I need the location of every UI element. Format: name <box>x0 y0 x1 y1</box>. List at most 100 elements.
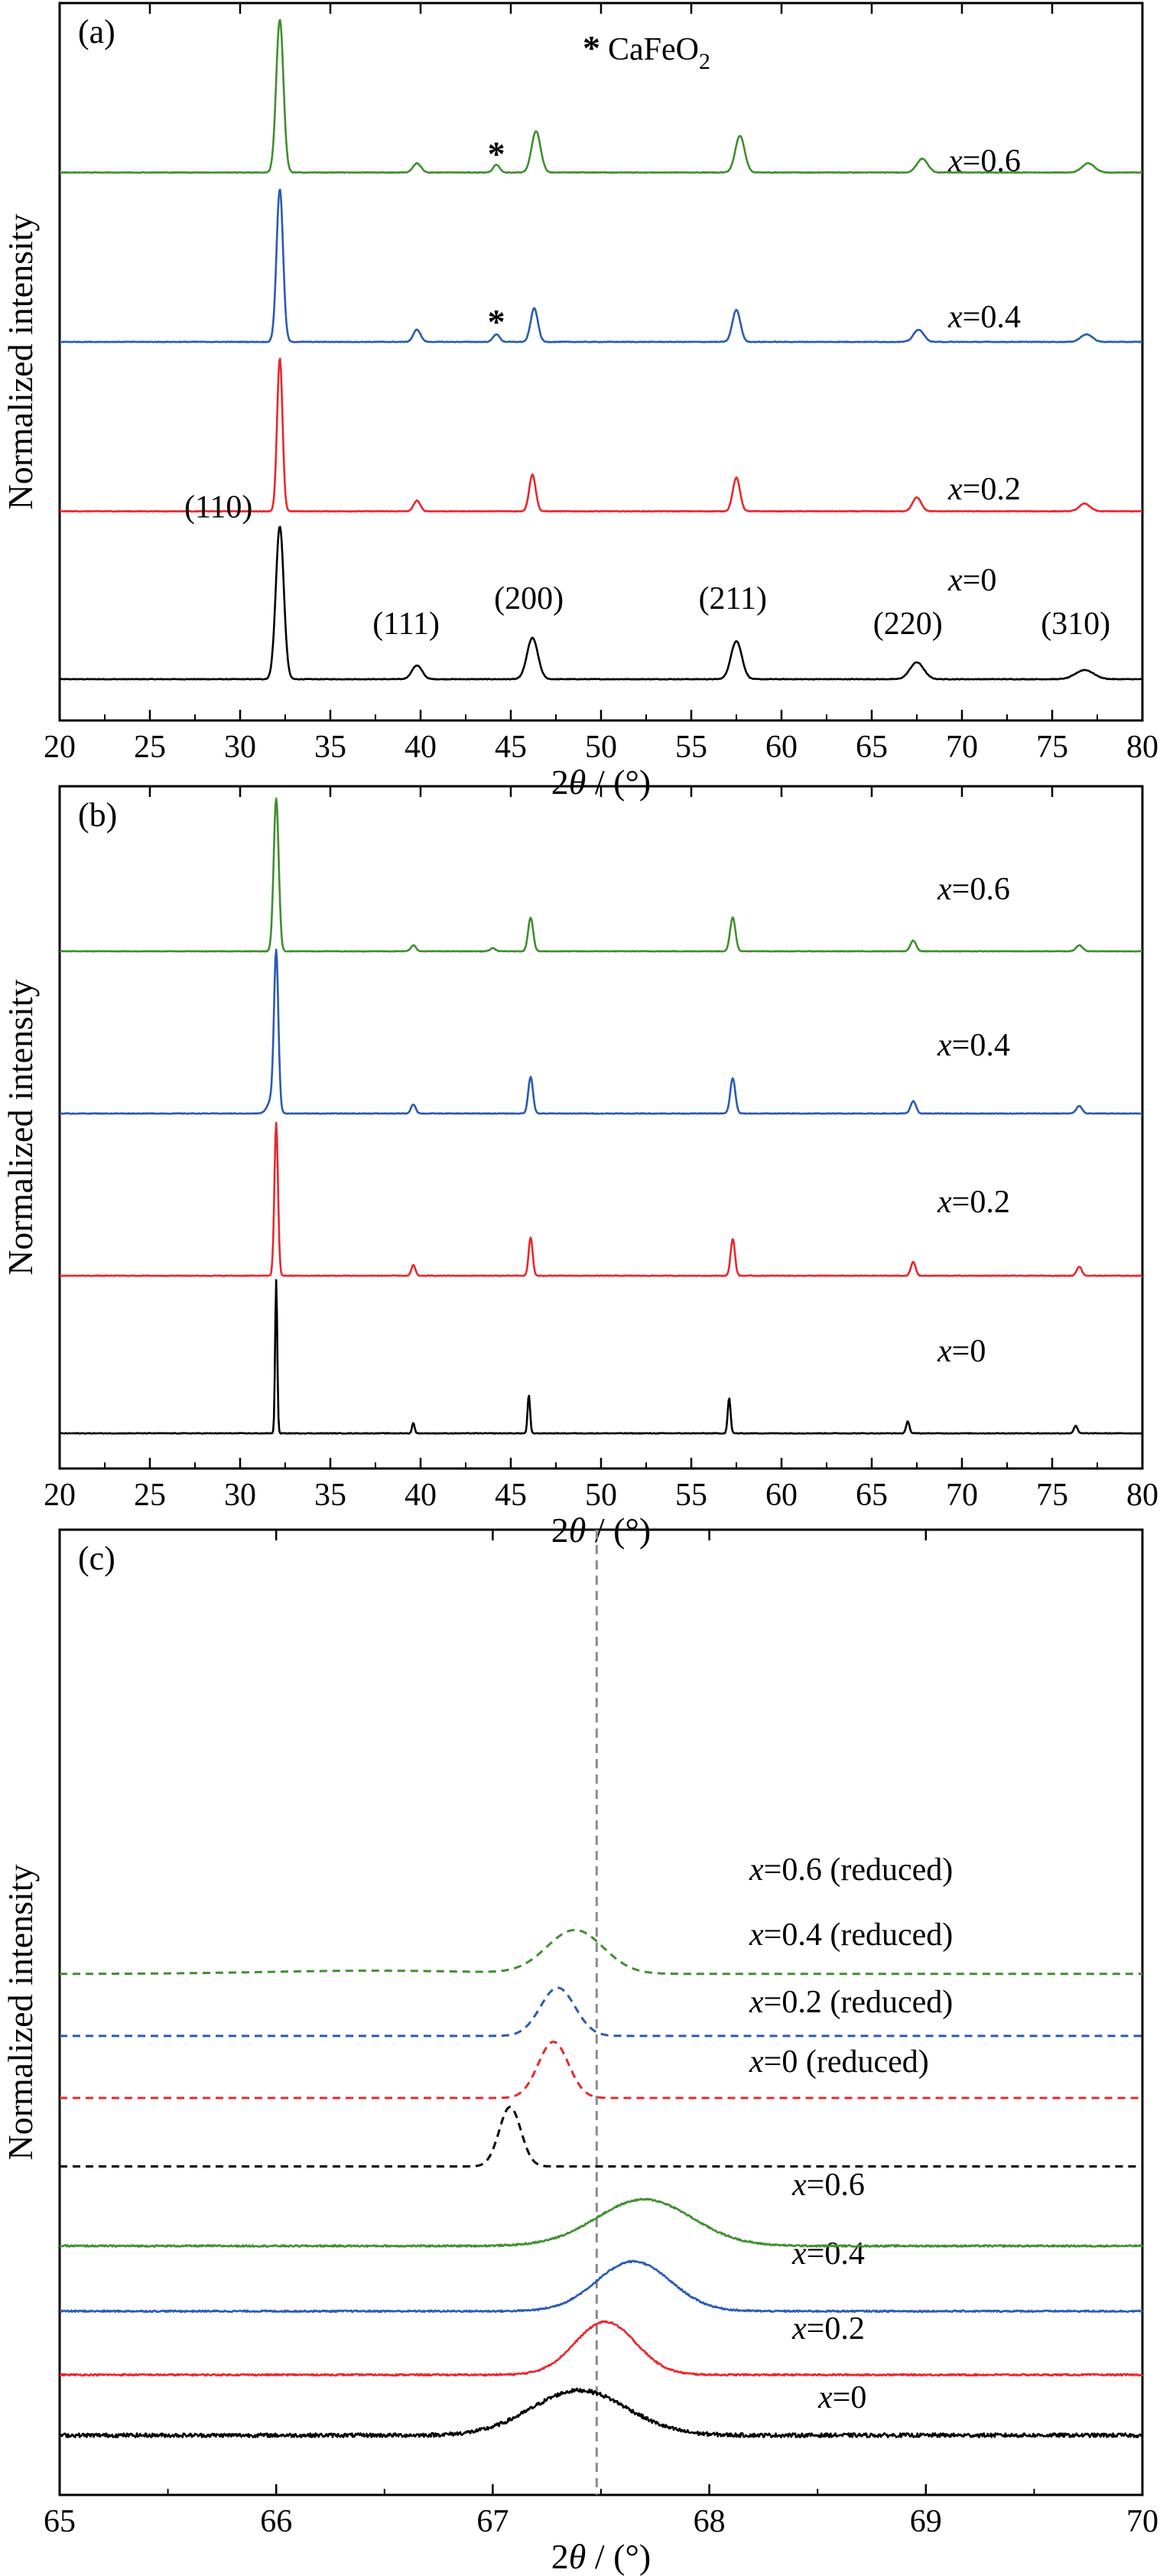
series-label: x=0.6 <box>791 2168 865 2203</box>
series-label-value: =0.2 <box>963 472 1021 507</box>
x-tick-label: 67 <box>476 2504 509 2539</box>
series-label: x=0.2 <box>937 1185 1010 1220</box>
series-line-x-0-reduced- <box>59 2106 1143 2168</box>
x-tick-label: 66 <box>260 2504 292 2539</box>
impurity-marker: * <box>488 302 505 341</box>
series-label-var: x <box>947 472 963 507</box>
x-tick-label: 20 <box>44 1478 76 1513</box>
x-tick-label: 30 <box>224 1478 256 1513</box>
x-tick-label: 70 <box>1126 2504 1158 2539</box>
x-tick-label: 55 <box>675 1478 707 1513</box>
x-tick-label: 25 <box>134 730 166 765</box>
series-label-value: =0.2 <box>807 2311 865 2347</box>
x-axis-title: 2θ / (°) <box>551 2537 651 2576</box>
series-label-value: =0.4 <box>952 1028 1010 1063</box>
series-label: x=0.4 (reduced) <box>749 1917 953 1953</box>
panel-label: (a) <box>78 13 115 50</box>
series-line-x-0-4 <box>59 948 1143 1115</box>
hkl-label: (220) <box>873 607 943 642</box>
series-line-x-0 <box>59 525 1143 681</box>
series-line-x-0-4 <box>59 2259 1144 2314</box>
series-line-x-0-2 <box>59 2320 1144 2377</box>
series-line-x-0-4 <box>59 188 1143 343</box>
series-label-var: x <box>791 2236 807 2272</box>
series-label: x=0 <box>817 2380 866 2415</box>
series-line-x-0-6-reduced- <box>59 1928 1143 1976</box>
series-label: x=0 <box>937 1334 986 1369</box>
legend-cafeo2: * CaFeO2 <box>583 28 710 74</box>
series-label: x=0.6 (reduced) <box>749 1852 953 1888</box>
series-label: x=0.4 <box>791 2236 865 2272</box>
series-label-var: x <box>937 1185 952 1220</box>
x-tick-label: 65 <box>856 1478 888 1513</box>
x-tick-label: 40 <box>405 1478 437 1513</box>
series-label-var: x <box>749 1917 764 1953</box>
x-tick-label: 50 <box>585 1478 617 1513</box>
series-label-var: x <box>817 2380 833 2415</box>
series-label-value: =0 (reduced) <box>764 2044 929 2080</box>
series-label-value: =0 <box>963 563 997 598</box>
x-tick-label: 80 <box>1126 1478 1158 1513</box>
x-tick-label: 20 <box>44 730 76 765</box>
x-tick-label: 45 <box>495 1478 527 1513</box>
hkl-label: (111) <box>372 607 440 642</box>
x-tick-label: 25 <box>134 1478 166 1513</box>
series-label: x=0.6 <box>947 144 1021 179</box>
legend-marker: * <box>583 28 600 67</box>
series-label-var: x <box>937 1028 952 1063</box>
series-label: x=0.4 <box>947 300 1021 335</box>
series-label: x=0 <box>947 563 996 598</box>
series-label-value: =0.4 (reduced) <box>764 1917 954 1953</box>
x-tick-label: 35 <box>314 1478 346 1513</box>
y-axis-title: Normalized intensity <box>1 979 40 1275</box>
series-line-x-0-6 <box>59 797 1143 953</box>
series-line-x-0 <box>58 2387 1144 2438</box>
y-axis-title: Normalized intensity <box>1 213 40 509</box>
series-line-x-0-2 <box>59 357 1143 513</box>
series-label-value: =0.6 <box>952 872 1010 907</box>
series-label: x=0 (reduced) <box>749 2044 929 2080</box>
series-label-value: =0.4 <box>807 2236 865 2272</box>
x-axis-title-prefix: 2 <box>551 2537 569 2576</box>
series-label-value: =0.6 (reduced) <box>764 1852 954 1888</box>
hkl-label: (200) <box>494 581 564 616</box>
panel-c: 65 66 67 68 69 70 2θ / (°) Normalized intensity… <box>1 1528 1158 2576</box>
series-label-var: x <box>937 872 952 907</box>
series-label-var: x <box>947 563 963 598</box>
series-label: x=0.2 (reduced) <box>749 1985 953 2020</box>
series-line-x-0-2 <box>59 1121 1143 1277</box>
x-tick-label: 69 <box>910 2504 942 2539</box>
y-axis-title: Normalized intensity <box>1 1864 40 2160</box>
series-label-value: =0 <box>833 2380 867 2415</box>
series-label-value: =0.6 <box>807 2168 865 2203</box>
x-axis-title-suffix: / (°) <box>586 763 651 802</box>
x-tick-label: 70 <box>946 730 978 765</box>
plot-frame <box>58 2 1144 722</box>
series-label: x=0.4 <box>937 1028 1010 1063</box>
series-label-var: x <box>749 2044 764 2080</box>
series-label-var: x <box>937 1334 952 1369</box>
hkl-label: (211) <box>699 581 767 616</box>
panel-label: (b) <box>78 796 117 834</box>
series-label-var: x <box>749 1985 764 2020</box>
x-tick-label: 50 <box>585 730 617 765</box>
x-tick-label: 65 <box>44 2504 76 2539</box>
legend-subscript: 2 <box>699 49 710 74</box>
hkl-label: (310) <box>1041 607 1110 642</box>
series-label-value: =0.4 <box>963 300 1021 335</box>
x-tick-label: 30 <box>224 730 256 765</box>
series-line-x-0-2-reduced- <box>59 2041 1143 2100</box>
x-tick-label: 70 <box>946 1478 978 1513</box>
series-label: x=0.6 <box>937 872 1010 907</box>
panel-label: (c) <box>78 1540 115 1577</box>
x-tick-label: 60 <box>765 1478 798 1513</box>
series-line-x-0-6 <box>59 18 1143 174</box>
series-label-var: x <box>947 300 963 335</box>
x-tick-label: 65 <box>856 730 888 765</box>
x-tick-label: 75 <box>1036 730 1068 765</box>
series-label-value: =0.2 (reduced) <box>764 1985 954 2020</box>
series-label-value: =0.2 <box>952 1185 1010 1220</box>
